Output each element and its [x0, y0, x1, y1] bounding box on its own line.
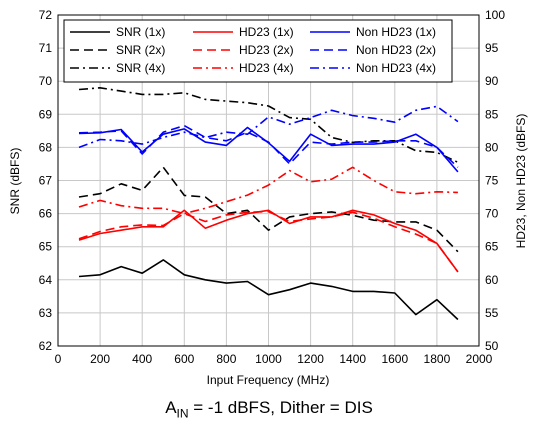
y-right-tick-label: 60: [485, 273, 499, 287]
legend-label: HD23 (1x): [239, 25, 294, 39]
y-left-tick-label: 71: [39, 41, 53, 55]
y-left-tick-label: 68: [39, 140, 53, 154]
series-line-hd23-2x: [78, 210, 459, 273]
series-line-snr-2x: [78, 166, 459, 253]
y-left-tick-label: 67: [39, 174, 53, 188]
legend-label: Non HD23 (4x): [356, 61, 436, 75]
series-line-non-hd23-2x: [78, 124, 459, 168]
y-left-tick-label: 65: [39, 240, 53, 254]
legend: SNR (1x) SNR (2x) SNR (4x) HD23 (1x) HD23 (2…: [63, 19, 453, 83]
x-tick-label: 1200: [297, 352, 324, 366]
y-left-tick-label: 72: [39, 8, 53, 22]
caption-rest: = -1 dBFS, Dither = DIS: [188, 398, 373, 417]
axis-ticks: 0 200 400 600 800 1000 1200 1400 1600 1800 2000 62 6…: [39, 8, 506, 366]
x-tick-label: 800: [216, 352, 236, 366]
legend-label: SNR (4x): [116, 61, 165, 75]
series-line-snr-4x: [78, 87, 459, 164]
caption-a: A: [165, 398, 177, 417]
x-tick-label: 2000: [466, 352, 493, 366]
y-axis-title-right: HD23, Non HD23 (dBFS): [514, 114, 528, 249]
x-tick-label: 1000: [255, 352, 282, 366]
legend-label: Non HD23 (2x): [356, 43, 436, 57]
y-left-tick-label: 66: [39, 207, 53, 221]
caption: AIN = -1 dBFS, Dither = DIS: [0, 398, 538, 420]
y-right-tick-label: 100: [485, 8, 505, 22]
x-axis-title: Input Frequency (MHz): [207, 373, 330, 387]
y-right-tick-label: 95: [485, 41, 499, 55]
legend-label: SNR (2x): [116, 43, 165, 57]
y-right-tick-label: 90: [485, 74, 499, 88]
series-line-hd23-1x: [78, 209, 459, 273]
legend-label: Non HD23 (1x): [356, 25, 436, 39]
y-left-tick-label: 63: [39, 306, 53, 320]
series-line-hd23-4x: [78, 166, 458, 215]
legend-label: SNR (1x): [116, 25, 165, 39]
legend-label: HD23 (2x): [239, 43, 294, 57]
x-tick-label: 1400: [339, 352, 366, 366]
y-right-tick-label: 85: [485, 107, 499, 121]
x-tick-label: 0: [55, 352, 62, 366]
y-right-tick-label: 65: [485, 240, 499, 254]
series-line-non-hd23-4x: [78, 105, 459, 149]
legend-label: HD23 (4x): [239, 61, 294, 75]
y-right-tick-label: 55: [485, 306, 499, 320]
y-right-tick-label: 75: [485, 174, 499, 188]
x-tick-label: 400: [132, 352, 152, 366]
y-right-tick-label: 80: [485, 140, 499, 154]
y-right-tick-label: 50: [485, 339, 499, 353]
y-left-tick-label: 62: [39, 339, 53, 353]
x-tick-label: 600: [174, 352, 194, 366]
plot-area-border: [57, 14, 480, 347]
x-tick-label: 1800: [424, 352, 451, 366]
series-line-snr-1x: [78, 259, 459, 321]
y-left-tick-label: 64: [39, 273, 53, 287]
x-tick-label: 200: [90, 352, 110, 366]
x-tick-label: 1600: [381, 352, 408, 366]
y-left-tick-label: 70: [39, 74, 53, 88]
y-left-tick-label: 69: [39, 107, 53, 121]
series-layer: [78, 87, 459, 321]
y-right-tick-label: 70: [485, 207, 499, 221]
y-axis-title-left: SNR (dBFS): [8, 148, 22, 215]
caption-a-subscript: IN: [176, 406, 189, 421]
legend-box: [63, 19, 453, 83]
